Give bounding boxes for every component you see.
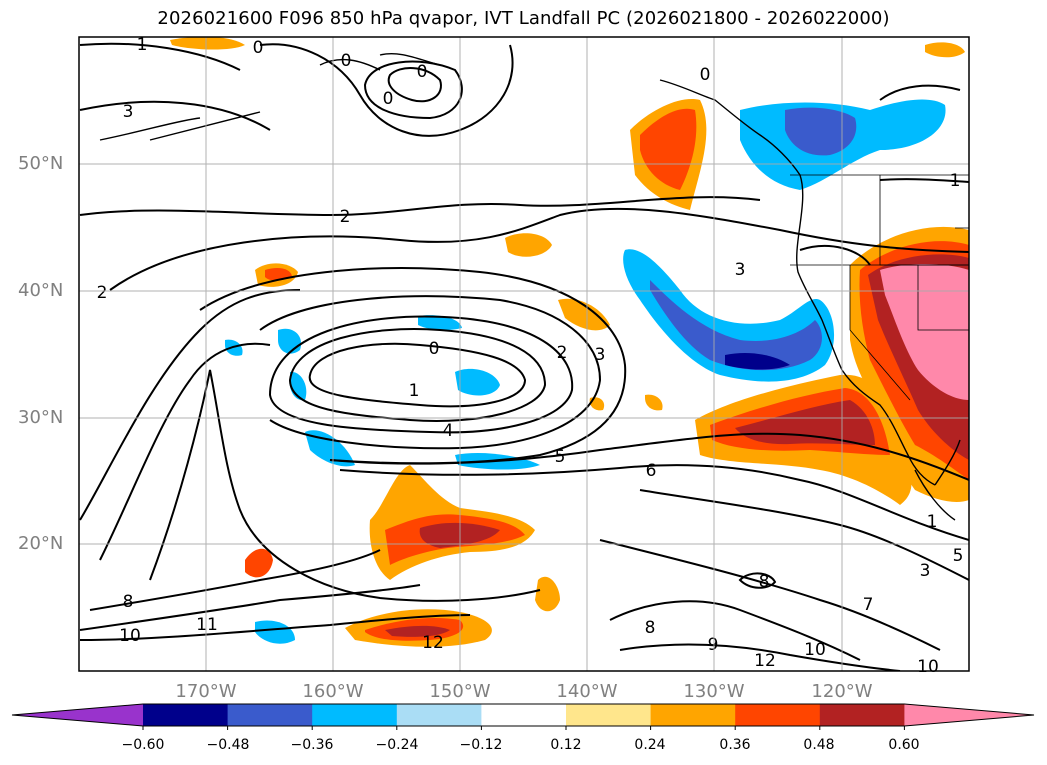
contour-label: 12 (754, 651, 776, 671)
colorbar-swatch (143, 704, 229, 726)
contour-label: 0 (417, 62, 428, 82)
contour-label: 1 (137, 35, 148, 55)
colorbar-tick-label: 0.24 (634, 737, 666, 753)
colorbar-swatch (735, 704, 821, 726)
contour-label: 12 (422, 633, 444, 653)
colorbar-extend-high (904, 704, 1034, 726)
gridlines (79, 37, 969, 671)
lat-label: 30°N (18, 407, 64, 428)
contour-label: 0 (429, 339, 440, 359)
colorbar-tick-label: −0.48 (206, 737, 250, 753)
colorbar-tick-label: 0.36 (719, 737, 751, 753)
contour-label: 10 (917, 657, 939, 677)
colorbar-tick-label: 0.48 (803, 737, 835, 753)
contour-label: 2 (557, 343, 568, 363)
contour-label: 7 (863, 595, 874, 615)
contour-label: 10 (119, 626, 141, 646)
contour-label: 2 (340, 207, 351, 227)
colorbar-swatch (312, 704, 398, 726)
contour-label: 0 (253, 38, 264, 58)
map-title: 2026021600 F096 850 hPa qvapor, IVT Land… (157, 8, 890, 29)
colorbar-tick-label: −0.12 (459, 737, 503, 753)
contour-label: 9 (708, 635, 719, 655)
contour-label: 0 (700, 65, 711, 85)
contour-label: 5 (953, 546, 964, 566)
contour-label: 0 (383, 89, 394, 109)
colorbar-tick-label: −0.24 (375, 737, 419, 753)
contour-label: 2 (97, 283, 108, 303)
lat-label: 40°N (18, 280, 64, 301)
colorbar-tick-label: −0.60 (121, 737, 165, 753)
contour-label: 6 (646, 461, 657, 481)
colorbar-swatch (819, 704, 905, 726)
contour-label: 3 (595, 345, 606, 365)
shaded-field (170, 37, 969, 647)
lon-label: 120°W (811, 681, 873, 702)
political-borders (790, 174, 969, 401)
lat-label: 20°N (18, 533, 64, 554)
lon-label: 140°W (556, 681, 618, 702)
colorbar-tick-label: 0.12 (550, 737, 582, 753)
contour-label: 8 (645, 618, 656, 638)
contour-label: 4 (443, 421, 454, 441)
colorbar-tick-label: 0.60 (888, 737, 920, 753)
lon-label: 160°W (302, 681, 364, 702)
colorbar-swatch (227, 704, 313, 726)
coastline (99, 53, 961, 521)
colorbar-extend-low (12, 704, 143, 726)
contour-label: 3 (735, 260, 746, 280)
contour-label: 1 (927, 512, 938, 532)
lon-label: 130°W (683, 681, 745, 702)
contour-label: 5 (555, 447, 566, 467)
map-frame (78, 36, 970, 672)
contour-label: 11 (196, 615, 218, 635)
contour-label: 3 (123, 102, 134, 122)
contour-label: 0 (341, 51, 352, 71)
contour-label: 8 (123, 592, 134, 612)
contour-label: 10 (804, 640, 826, 660)
colorbar-swatch (650, 704, 736, 726)
contour-label: 1 (950, 171, 961, 191)
lon-label: 170°W (175, 681, 237, 702)
colorbar-swatch (396, 704, 482, 726)
contour-label: 8 (759, 572, 770, 592)
lat-label: 50°N (18, 153, 64, 174)
colorbar (11, 703, 1035, 730)
colorbar-swatch (566, 704, 652, 726)
colorbar-tick-label: −0.36 (290, 737, 334, 753)
contour-lines (79, 42, 969, 671)
contour-label: 1 (409, 381, 420, 401)
lon-label: 150°W (429, 681, 491, 702)
contour-label: 3 (920, 561, 931, 581)
colorbar-swatch (481, 704, 567, 726)
contour-labels: 1 0 0 0 3 0 0 2 2 3 1 0 2 3 1 4 5 6 8 10… (97, 35, 964, 677)
